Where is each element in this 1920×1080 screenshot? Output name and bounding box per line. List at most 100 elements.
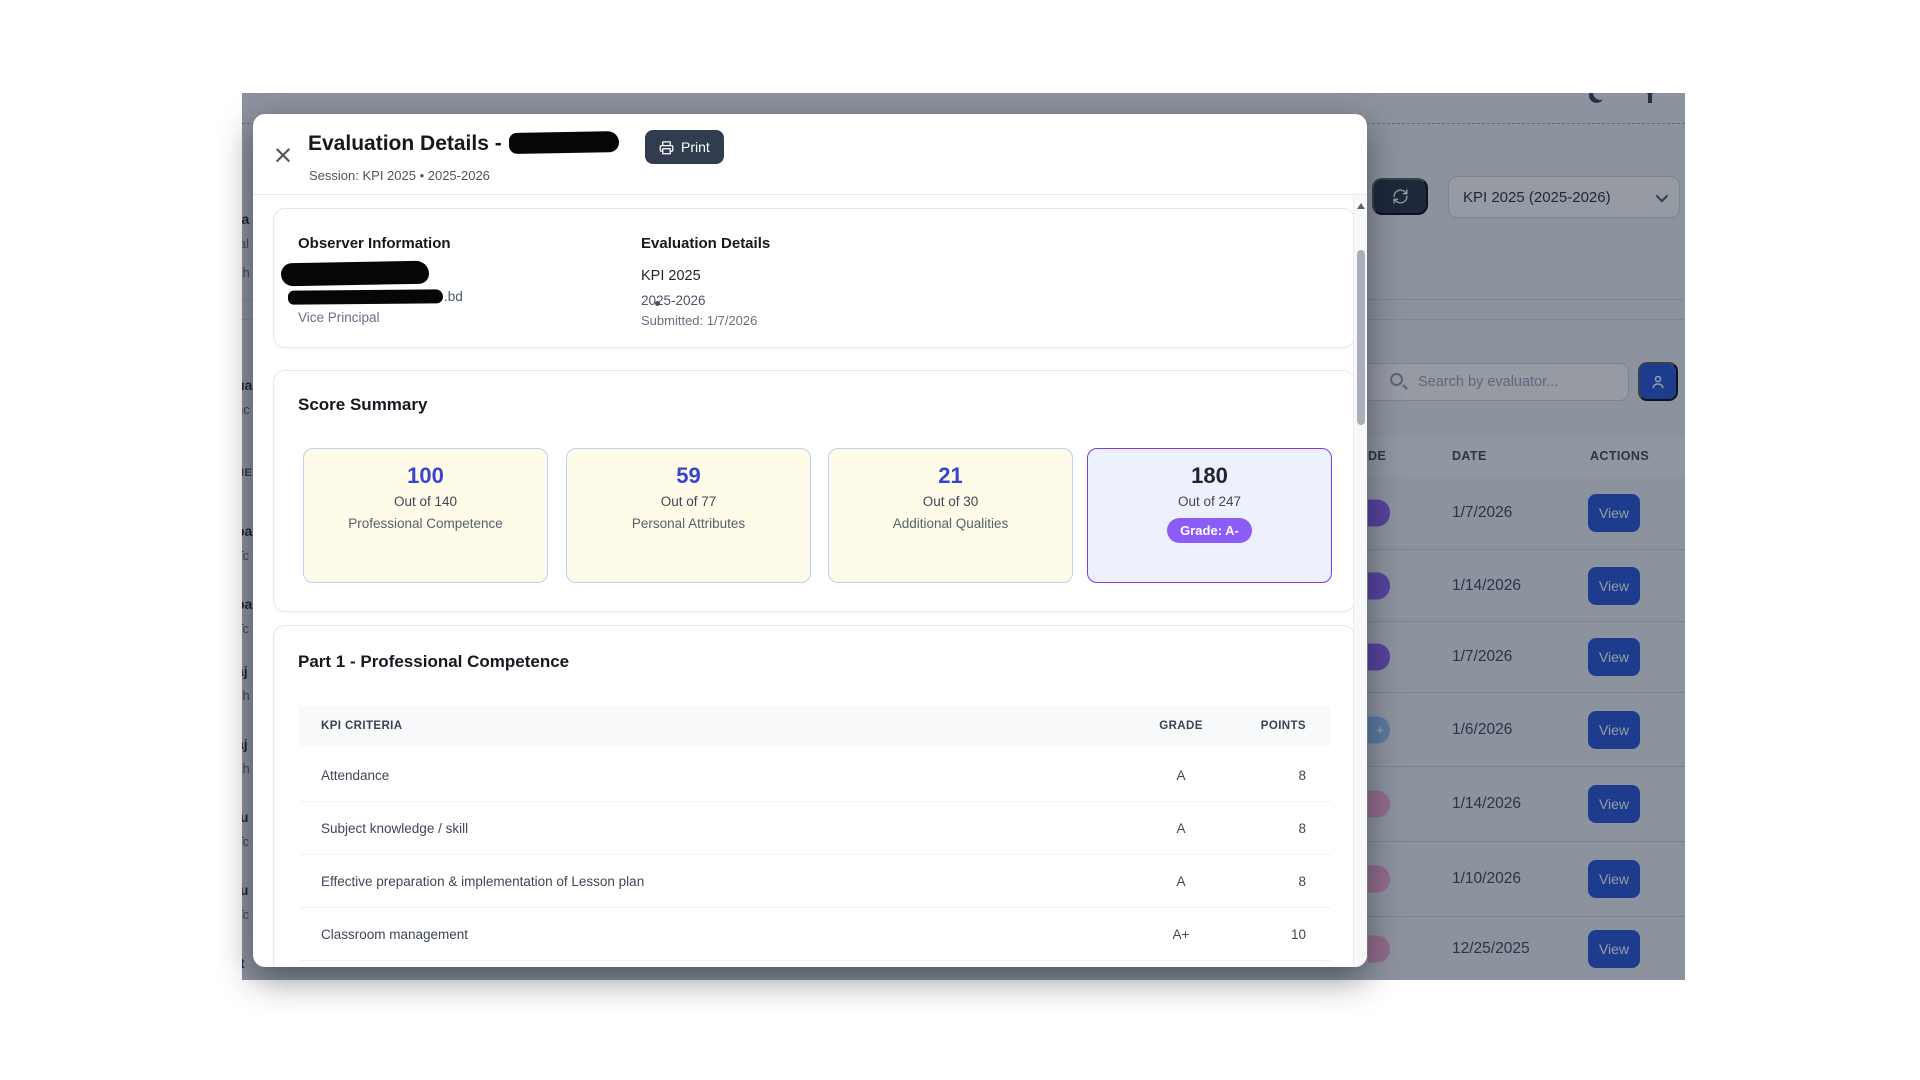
modal-scrollbar[interactable] <box>1353 195 1367 967</box>
clipped-text: Tc <box>242 548 249 563</box>
clipped-text: Tc <box>242 834 249 849</box>
score-label: Additional Qualities <box>892 516 1009 531</box>
grade-badge: + <box>1368 716 1390 743</box>
clipped-text: ch <box>242 688 250 703</box>
observer-evaluation-card: Observer Information .bd Vice Principal … <box>273 208 1355 348</box>
view-button[interactable]: View <box>1588 710 1640 749</box>
col-actions: ACTIONS <box>1590 449 1650 463</box>
grade-badge <box>1368 572 1390 599</box>
clipped-text: ua <box>242 377 253 393</box>
criteria-cell: Effective preparation & implementation o… <box>321 873 645 889</box>
points-cell: 8 <box>1298 820 1306 836</box>
table-row: Effective preparation & implementation o… <box>299 855 1331 908</box>
filter-icon[interactable] <box>1643 93 1657 103</box>
scrollbar-thumb[interactable] <box>1357 250 1365 425</box>
grade-cell: A+ <box>1172 926 1190 942</box>
refresh-icon <box>1392 188 1409 205</box>
col-grade: GRADE <box>1159 720 1203 732</box>
score-summary-heading: Score Summary <box>298 395 428 414</box>
print-button[interactable]: Print <box>645 130 724 164</box>
table-row: 1/7/2026 View <box>1282 477 1685 550</box>
score-label: Professional Competence <box>348 516 503 531</box>
observer-email-suffix: .bd <box>444 289 463 304</box>
clipped-text: Tc <box>242 907 249 922</box>
score-value: 100 <box>407 463 444 488</box>
search-icon <box>1390 373 1403 386</box>
clipped-text: ra <box>242 211 250 227</box>
score-card-professional: 100 Out of 140 Professional Competence <box>303 448 548 583</box>
view-button[interactable]: View <box>1588 638 1640 676</box>
session-filter-select[interactable]: KPI 2025 (2025-2026) <box>1448 176 1680 218</box>
session-filter-value: KPI 2025 (2025-2026) <box>1463 188 1611 206</box>
clipped-text: ba <box>242 523 253 539</box>
grade-cell: A <box>1176 820 1186 836</box>
table-row: Subject knowledge / skill A 8 <box>299 802 1331 855</box>
view-button[interactable]: View <box>1588 566 1640 605</box>
criteria-cell: Attendance <box>321 767 390 783</box>
score-value: 21 <box>938 463 963 488</box>
points-cell: 8 <box>1298 767 1306 783</box>
view-button[interactable]: View <box>1588 930 1640 968</box>
clipped-text: Tc <box>242 621 249 636</box>
scroll-up-arrow-icon[interactable] <box>1357 203 1365 209</box>
evaluation-details-modal: × Evaluation Details - Session: KPI 2025… <box>253 114 1367 967</box>
table-row: Classroom management A+ 10 <box>299 908 1331 961</box>
date-cell: 1/7/2026 <box>1452 648 1513 665</box>
grade-cell: A <box>1176 873 1186 889</box>
redacted-observer-name <box>280 260 430 287</box>
grade-badge <box>1368 643 1390 671</box>
score-card-total: 180 Out of 247 Grade: A- <box>1087 448 1332 583</box>
grade-badge <box>1368 499 1390 527</box>
evaluation-session-name: KPI 2025 <box>641 268 701 284</box>
table-row: + 1/6/2026 View <box>1282 693 1685 767</box>
mouse-cursor-dot <box>655 301 660 306</box>
date-cell: 12/25/2025 <box>1452 940 1530 957</box>
col-points: POINTS <box>1260 720 1306 732</box>
refresh-button[interactable] <box>1372 178 1428 215</box>
score-out-of: Out of 30 <box>922 494 979 509</box>
modal-header: × Evaluation Details - Session: KPI 2025… <box>253 114 1367 195</box>
col-grade-clipped: DE <box>1368 449 1387 463</box>
part1-heading: Part 1 - Professional Competence <box>298 652 570 671</box>
clipped-text: aj <box>242 663 248 679</box>
part1-card: Part 1 - Professional Competence KPI CRI… <box>273 625 1355 967</box>
observer-info-heading: Observer Information <box>298 235 451 252</box>
view-button[interactable]: View <box>1588 860 1640 898</box>
view-button[interactable]: View <box>1588 785 1640 823</box>
clipped-text: lu <box>242 809 249 825</box>
clipped-text: ch <box>242 265 250 280</box>
search-input[interactable] <box>1337 363 1629 401</box>
evaluation-submitted-date: Submitted: 1/7/2026 <box>641 313 758 328</box>
score-card-personal: 59 Out of 77 Personal Attributes <box>566 448 811 583</box>
criteria-cell: Classroom management <box>321 926 469 942</box>
score-summary-card: Score Summary 100 Out of 140 Professiona… <box>273 370 1355 612</box>
col-date: DATE <box>1452 449 1487 463</box>
table-row: 1/14/2026 View <box>1282 550 1685 622</box>
kpi-table-header: KPI CRITERIA GRADE POINTS <box>299 706 1331 746</box>
table-row: Use of English/Communicational clarity A… <box>299 961 1331 967</box>
score-label: Personal Attributes <box>631 516 746 531</box>
clipped-text: it <box>242 955 245 971</box>
table-row: 1/7/2026 View <box>1282 622 1685 693</box>
modal-session-subtitle: Session: KPI 2025 • 2025-2026 <box>309 168 490 183</box>
close-icon[interactable]: × <box>265 136 301 172</box>
score-out-of: Out of 140 <box>393 494 458 509</box>
total-score-out-of: Out of 247 <box>1177 494 1242 509</box>
evaluation-session-years: 2025-2026 <box>641 293 706 308</box>
table-row: Attendance A 8 <box>299 749 1331 802</box>
grade-badge <box>1368 865 1390 893</box>
clipped-text: aj <box>242 736 248 752</box>
date-cell: 1/7/2026 <box>1452 504 1513 521</box>
score-out-of: Out of 77 <box>660 494 717 509</box>
col-kpi-criteria: KPI CRITERIA <box>321 720 403 732</box>
observer-email: .bd <box>287 288 463 305</box>
date-cell: 1/14/2026 <box>1452 576 1521 594</box>
modal-title: Evaluation Details - <box>308 131 619 156</box>
date-cell: 1/6/2026 <box>1452 720 1513 738</box>
criteria-cell: Subject knowledge / skill <box>321 820 469 836</box>
observer-role: Vice Principal <box>298 310 380 325</box>
printer-icon <box>659 140 674 155</box>
view-button[interactable]: View <box>1588 494 1640 532</box>
evaluator-filter-button[interactable] <box>1638 362 1678 401</box>
